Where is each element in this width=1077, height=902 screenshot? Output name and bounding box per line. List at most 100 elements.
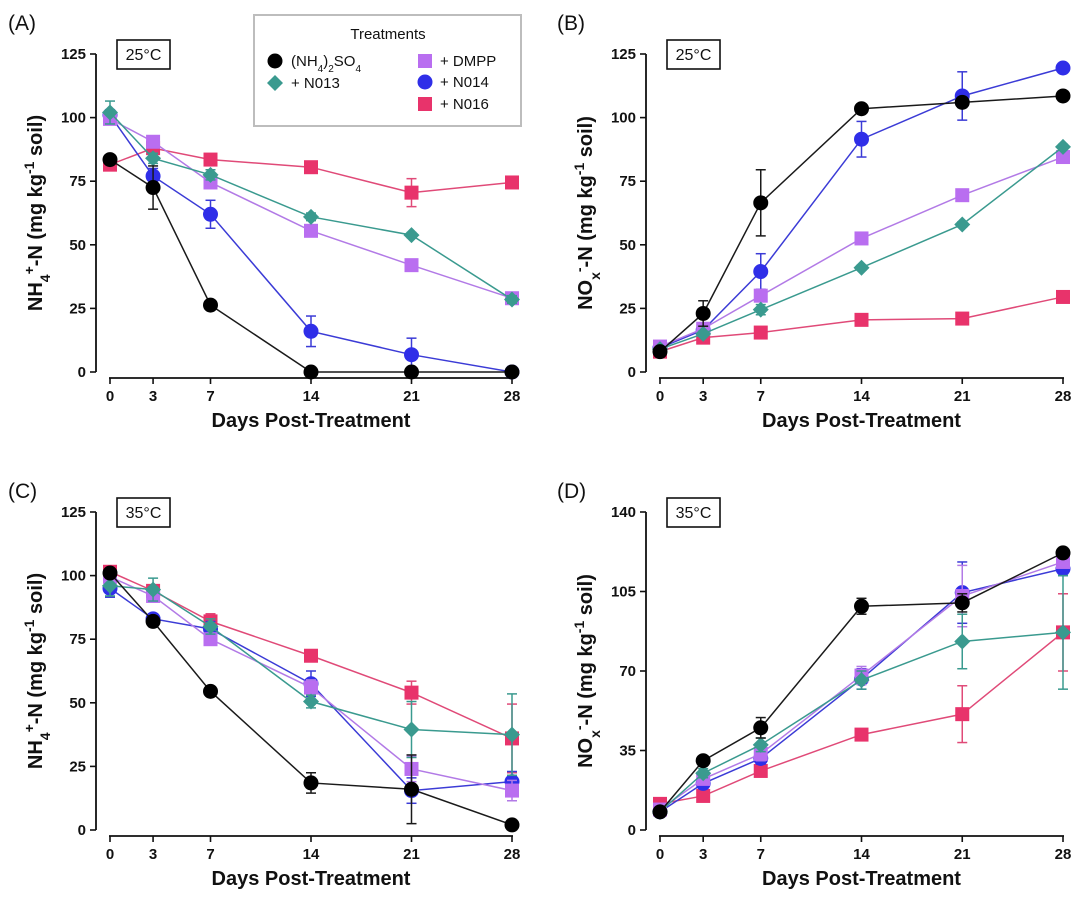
panel-c: 0 25 50 75 100 125 0 3 7 14 21 28 Days Post-Treatmen… — [8, 480, 520, 890]
series-n016 — [103, 564, 519, 774]
data-point — [146, 134, 161, 149]
y-tick-label: 0 — [628, 364, 636, 381]
legend-marker — [267, 53, 283, 69]
y-tick-label: 0 — [78, 822, 86, 839]
legend-marker — [267, 75, 283, 91]
data-point — [954, 595, 970, 611]
data-point — [753, 288, 768, 303]
data-point — [145, 613, 161, 629]
data-point — [504, 364, 520, 380]
series-line — [659, 156, 1064, 348]
data-point — [954, 94, 970, 110]
series-as — [652, 545, 1071, 820]
legend-entry-n016: + N016 — [418, 96, 489, 113]
data-point — [304, 680, 318, 695]
data-point — [1055, 545, 1071, 561]
data-point — [145, 180, 161, 196]
data-point — [102, 152, 118, 168]
temperature-box: 25°C — [116, 39, 171, 70]
x-tick-label: 21 — [403, 846, 420, 863]
legend: Treatments (NH4)2SO4+ N013 + DMPP + N014 + N… — [253, 14, 522, 127]
legend-box — [253, 14, 522, 127]
panel-label: (A) — [8, 12, 36, 35]
panel-label: (D) — [557, 480, 586, 503]
legend-title: Treatments — [350, 26, 425, 43]
x-tick-label: 0 — [656, 846, 664, 863]
series-line — [109, 571, 513, 740]
panel-a: 0 25 50 75 100 125 0 3 7 14 21 28 Days Post-Treatmen… — [8, 12, 520, 432]
x-axis-label: Days Post-Treatment — [212, 410, 411, 432]
data-point — [652, 804, 668, 820]
data-point — [102, 565, 118, 581]
data-point — [504, 726, 520, 743]
series-line — [659, 95, 1064, 353]
data-point — [853, 672, 870, 689]
data-point — [1055, 60, 1071, 76]
temperature-label: 35°C — [126, 505, 162, 522]
x-tick-label: 7 — [206, 846, 214, 863]
data-point — [304, 648, 318, 663]
y-axis-label: NH4+-N (mg kg-1 soil) — [21, 115, 53, 311]
data-point — [695, 753, 711, 769]
y-tick-label: 125 — [61, 504, 86, 521]
x-tick-label: 28 — [504, 846, 521, 863]
data-point — [203, 683, 218, 699]
legend-label: (NH4)2SO4 — [291, 53, 361, 75]
data-point — [695, 305, 711, 321]
data-point — [1055, 138, 1071, 155]
data-point — [203, 632, 218, 647]
series-line — [659, 631, 1064, 805]
y-tick-label: 100 — [61, 110, 86, 127]
series-n013 — [102, 100, 520, 308]
data-point — [753, 325, 768, 340]
data-point — [854, 727, 869, 742]
x-tick-label: 3 — [149, 388, 157, 405]
data-point — [202, 618, 219, 635]
data-point — [854, 131, 869, 147]
x-tick-label: 3 — [149, 846, 157, 863]
legend-marker — [418, 97, 432, 111]
series-as — [652, 88, 1071, 360]
temperature-label: 25°C — [676, 47, 712, 64]
data-point — [504, 291, 520, 308]
data-point — [505, 783, 519, 798]
data-point — [303, 693, 319, 710]
data-point — [202, 166, 219, 183]
y-tick-label: 100 — [611, 110, 636, 127]
series-line — [659, 561, 1064, 811]
temperature-box: 35°C — [666, 497, 721, 528]
legend-entry-as: (NH4)2SO4 — [267, 53, 361, 75]
data-point — [504, 817, 520, 833]
series-line — [109, 118, 513, 299]
data-point — [853, 259, 870, 276]
panel-b: 0 25 50 75 100 125 0 3 7 14 21 28 Days Post-Treatmen… — [557, 12, 1071, 432]
data-point — [403, 721, 420, 738]
x-tick-label: 21 — [954, 388, 971, 405]
data-point — [753, 195, 769, 211]
data-point — [954, 216, 971, 233]
data-point — [102, 104, 118, 121]
series-dmpp — [103, 111, 519, 306]
data-point — [1055, 624, 1071, 641]
x-axis-label: Days Post-Treatment — [762, 410, 961, 432]
data-point — [1056, 289, 1070, 304]
data-point — [753, 720, 769, 736]
data-point — [102, 577, 118, 594]
y-axis-label: NOx--N (mg kg-1 soil) — [571, 116, 603, 310]
legend-marker — [417, 74, 433, 90]
x-tick-label: 7 — [757, 388, 765, 405]
y-tick-label: 50 — [69, 237, 86, 254]
data-point — [203, 152, 218, 167]
data-point — [505, 175, 519, 190]
y-tick-label: 50 — [69, 695, 86, 712]
x-axis-label: Days Post-Treatment — [212, 868, 411, 890]
data-point — [753, 763, 768, 778]
data-point — [304, 160, 318, 175]
data-point — [303, 208, 319, 225]
y-tick-label: 125 — [61, 46, 86, 63]
y-tick-label: 25 — [619, 300, 636, 317]
x-tick-label: 28 — [504, 388, 521, 405]
x-tick-label: 14 — [853, 388, 870, 405]
data-point — [404, 258, 419, 273]
